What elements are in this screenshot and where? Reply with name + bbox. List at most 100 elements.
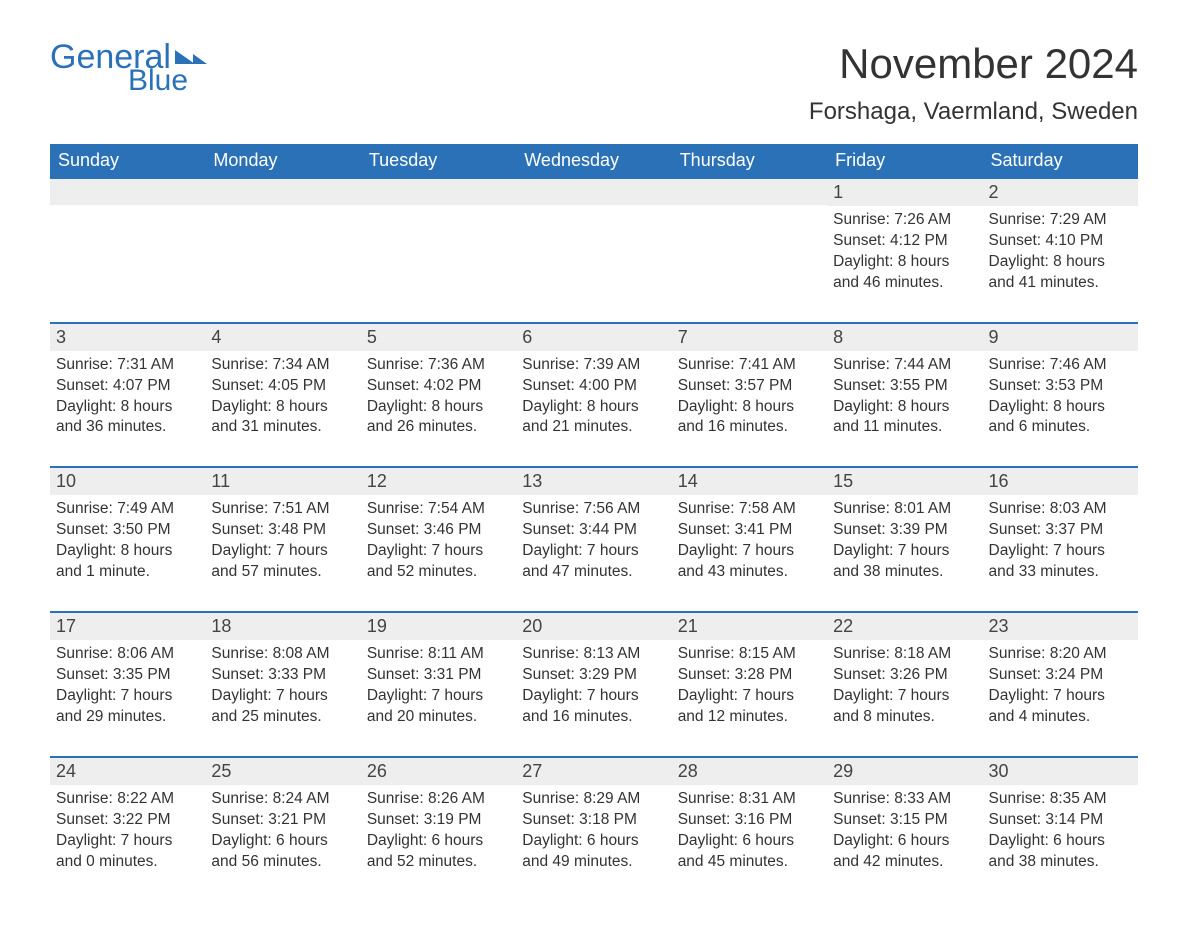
calendar-day-cell: 2Sunrise: 7:29 AMSunset: 4:10 PMDaylight… (983, 178, 1138, 323)
sunset-line: Sunset: 3:53 PM (989, 376, 1132, 397)
sunset-label: Sunset: (522, 377, 575, 394)
day-number: 26 (361, 758, 516, 785)
sunrise-label: Sunrise: (56, 500, 113, 517)
sunrise-label: Sunrise: (833, 211, 890, 228)
sunrise-value: 8:11 AM (428, 645, 484, 662)
sunset-label: Sunset: (367, 811, 420, 828)
calendar-day-cell: 8Sunrise: 7:44 AMSunset: 3:55 PMDaylight… (827, 323, 982, 468)
weekday-header-row: SundayMondayTuesdayWednesdayThursdayFrid… (50, 144, 1138, 178)
sunset-line: Sunset: 3:28 PM (678, 665, 821, 686)
calendar-week-row: 24Sunrise: 8:22 AMSunset: 3:22 PMDayligh… (50, 757, 1138, 901)
sunrise-label: Sunrise: (367, 790, 424, 807)
month-title: November 2024 (809, 40, 1138, 88)
daylight-line: Daylight: 6 hours and 56 minutes. (211, 831, 354, 873)
calendar-day-cell: 27Sunrise: 8:29 AMSunset: 3:18 PMDayligh… (516, 757, 671, 901)
daylight-label: Daylight: (678, 832, 738, 849)
day-number: 25 (205, 758, 360, 785)
sunset-value: 3:14 PM (1045, 811, 1103, 828)
location-text: Forshaga, Vaermland, Sweden (809, 98, 1138, 126)
sunset-line: Sunset: 3:55 PM (833, 376, 976, 397)
sunset-value: 4:12 PM (890, 232, 948, 249)
day-number: 9 (983, 324, 1138, 351)
sunset-label: Sunset: (367, 666, 420, 683)
daylight-line: Daylight: 7 hours and 33 minutes. (989, 541, 1132, 583)
day-number: 4 (205, 324, 360, 351)
sunrise-label: Sunrise: (833, 645, 890, 662)
sunrise-label: Sunrise: (211, 645, 268, 662)
sunset-line: Sunset: 3:22 PM (56, 810, 199, 831)
sunrise-line: Sunrise: 8:26 AM (367, 789, 510, 810)
page-header: General Blue November 2024 Forshaga, Vae… (50, 40, 1138, 126)
calendar-day-cell: 7Sunrise: 7:41 AMSunset: 3:57 PMDaylight… (672, 323, 827, 468)
day-number: 8 (827, 324, 982, 351)
logo: General Blue (50, 40, 207, 96)
daylight-label: Daylight: (367, 687, 427, 704)
sunset-value: 3:28 PM (735, 666, 793, 683)
day-details: Sunrise: 8:35 AMSunset: 3:14 PMDaylight:… (983, 785, 1138, 877)
day-number: 29 (827, 758, 982, 785)
daylight-line: Daylight: 8 hours and 6 minutes. (989, 397, 1132, 439)
sunset-line: Sunset: 3:39 PM (833, 520, 976, 541)
day-number: 23 (983, 613, 1138, 640)
calendar-day-cell: 3Sunrise: 7:31 AMSunset: 4:07 PMDaylight… (50, 323, 205, 468)
weekday-header: Wednesday (516, 144, 671, 178)
day-number: 30 (983, 758, 1138, 785)
sunrise-value: 7:54 AM (428, 500, 485, 517)
daylight-label: Daylight: (56, 542, 116, 559)
daylight-label: Daylight: (211, 687, 271, 704)
day-number: 22 (827, 613, 982, 640)
day-details: Sunrise: 8:11 AMSunset: 3:31 PMDaylight:… (361, 640, 516, 732)
sunrise-line: Sunrise: 8:33 AM (833, 789, 976, 810)
sunset-value: 3:48 PM (268, 521, 326, 538)
sunset-label: Sunset: (522, 666, 575, 683)
sunrise-label: Sunrise: (211, 356, 268, 373)
sunrise-line: Sunrise: 7:36 AM (367, 355, 510, 376)
title-block: November 2024 Forshaga, Vaermland, Swede… (809, 40, 1138, 126)
weekday-header: Thursday (672, 144, 827, 178)
sunrise-line: Sunrise: 7:58 AM (678, 499, 821, 520)
day-details: Sunrise: 7:56 AMSunset: 3:44 PMDaylight:… (516, 495, 671, 587)
sunrise-line: Sunrise: 8:22 AM (56, 789, 199, 810)
calendar-day-cell: 11Sunrise: 7:51 AMSunset: 3:48 PMDayligh… (205, 467, 360, 612)
sunset-label: Sunset: (989, 232, 1042, 249)
day-details: Sunrise: 8:20 AMSunset: 3:24 PMDaylight:… (983, 640, 1138, 732)
calendar-day-cell (672, 178, 827, 323)
sunset-label: Sunset: (211, 811, 264, 828)
day-details: Sunrise: 7:39 AMSunset: 4:00 PMDaylight:… (516, 351, 671, 443)
sunset-label: Sunset: (211, 377, 264, 394)
sunrise-label: Sunrise: (678, 790, 735, 807)
calendar-day-cell (361, 178, 516, 323)
sunset-line: Sunset: 3:33 PM (211, 665, 354, 686)
sunset-value: 3:46 PM (424, 521, 482, 538)
day-number: 2 (983, 179, 1138, 206)
sunrise-label: Sunrise: (522, 645, 579, 662)
sunrise-line: Sunrise: 8:01 AM (833, 499, 976, 520)
day-number: 6 (516, 324, 671, 351)
sunset-label: Sunset: (56, 377, 109, 394)
sunrise-label: Sunrise: (367, 645, 424, 662)
calendar-day-cell: 30Sunrise: 8:35 AMSunset: 3:14 PMDayligh… (983, 757, 1138, 901)
daylight-line: Daylight: 7 hours and 52 minutes. (367, 541, 510, 583)
sunset-value: 3:31 PM (424, 666, 482, 683)
calendar-day-cell: 12Sunrise: 7:54 AMSunset: 3:46 PMDayligh… (361, 467, 516, 612)
day-details: Sunrise: 8:06 AMSunset: 3:35 PMDaylight:… (50, 640, 205, 732)
sunset-line: Sunset: 4:12 PM (833, 231, 976, 252)
sunset-value: 4:10 PM (1045, 232, 1103, 249)
sunset-line: Sunset: 3:16 PM (678, 810, 821, 831)
sunset-value: 3:37 PM (1045, 521, 1103, 538)
day-number: 5 (361, 324, 516, 351)
sunset-line: Sunset: 3:31 PM (367, 665, 510, 686)
sunrise-line: Sunrise: 8:18 AM (833, 644, 976, 665)
sunset-line: Sunset: 3:21 PM (211, 810, 354, 831)
weekday-header: Tuesday (361, 144, 516, 178)
daylight-line: Daylight: 8 hours and 36 minutes. (56, 397, 199, 439)
daylight-line: Daylight: 7 hours and 29 minutes. (56, 686, 199, 728)
sunset-label: Sunset: (833, 521, 886, 538)
calendar-day-cell: 9Sunrise: 7:46 AMSunset: 3:53 PMDaylight… (983, 323, 1138, 468)
sunset-label: Sunset: (211, 521, 264, 538)
daylight-line: Daylight: 7 hours and 4 minutes. (989, 686, 1132, 728)
sunset-value: 3:18 PM (579, 811, 637, 828)
daylight-label: Daylight: (522, 687, 582, 704)
sunrise-line: Sunrise: 7:41 AM (678, 355, 821, 376)
empty-day-bar (361, 179, 516, 205)
